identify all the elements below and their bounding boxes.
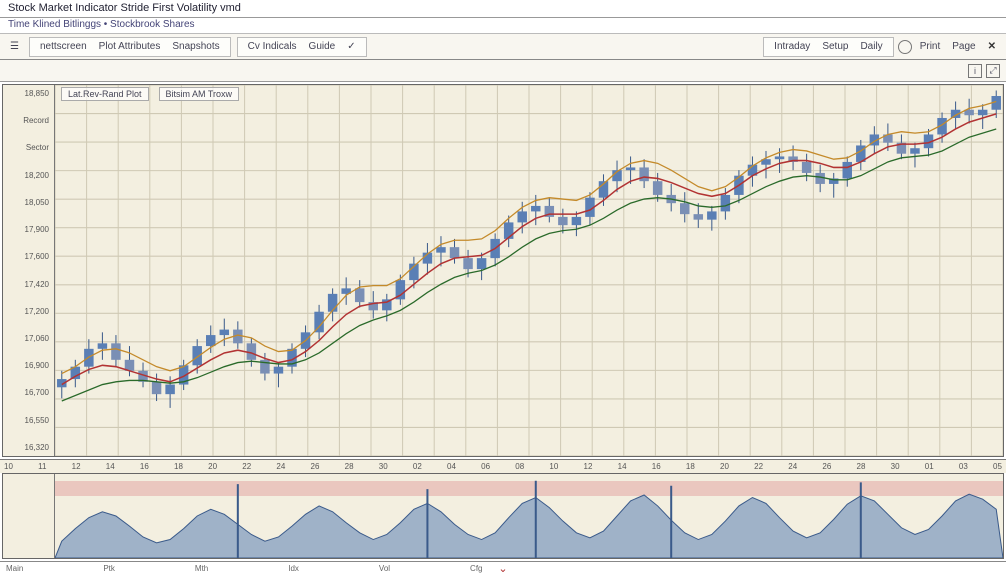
x-tick-label: 05 [993,462,1002,471]
x-tick-label: 10 [4,462,13,471]
app-window: Stock Market Indicator Stride First Vola… [0,0,1006,575]
y-tick-label: 16,320 [5,443,52,452]
x-tick-label: 20 [720,462,729,471]
x-tick-label: 20 [208,462,217,471]
x-tick-label: 24 [788,462,797,471]
x-tick-label: 24 [276,462,285,471]
footer-vol[interactable]: Vol [379,564,390,573]
y-tick-label: 17,200 [5,307,52,316]
x-tick-label: 01 [925,462,934,471]
indicator-yaxis [3,474,55,558]
indicator-plot[interactable] [55,474,1003,558]
plot-header: Lat.Rev-Rand Plot Bitsim AM Troxw [61,87,239,101]
tb-guide[interactable]: Guide [305,40,340,53]
x-tick-label: 28 [857,462,866,471]
y-axis: 18,850 Record Sector 18,200 18,050 17,900 17,6… [3,85,55,456]
footer-mth[interactable]: Mth [195,564,208,573]
y-tick-label: Record [5,116,52,125]
close-icon[interactable]: ✕ [984,41,1000,52]
candlestick-svg [55,85,1003,456]
x-tick-label: 18 [686,462,695,471]
sub-toolbar: i ⤢ [0,60,1006,82]
status-bar: Main Ptk Mth Idx Vol Cfg ⌄ [0,561,1006,575]
x-tick-label: 16 [140,462,149,471]
toolbar-group-timeframe: Intraday Setup Daily [763,37,894,57]
y-tick-label: 18,200 [5,171,52,180]
y-tick-label: 17,420 [5,280,52,289]
plot-region[interactable]: Lat.Rev-Rand Plot Bitsim AM Troxw [55,85,1003,456]
info-icon[interactable]: i [968,64,982,78]
x-tick-label: 12 [584,462,593,471]
x-tick-label: 12 [72,462,81,471]
tb-setup[interactable]: Setup [818,40,852,53]
tb-check[interactable]: ✓ [343,40,359,53]
plot-label-2: Bitsim AM Troxw [159,87,240,101]
tb-daily[interactable]: Daily [856,40,886,53]
caret-icon: ⌄ [498,562,507,575]
toolbar-right: Intraday Setup Daily Print Page ✕ [763,37,1000,57]
x-tick-label: 03 [959,462,968,471]
x-tick-label: 14 [106,462,115,471]
x-tick-label: 11 [38,462,46,471]
footer-ptk[interactable]: Ptk [103,564,115,573]
print-button[interactable]: Print [916,40,945,53]
footer-idx[interactable]: Idx [288,564,299,573]
tb-indicals[interactable]: Cv Indicals [244,40,301,53]
toolbar-group-indicators: Cv Indicals Guide ✓ [237,37,367,57]
y-tick-label: 18,850 [5,89,52,98]
footer-main[interactable]: Main [6,564,23,573]
x-tick-label: 10 [549,462,558,471]
y-tick-label: Sector [5,143,52,152]
tb-nettscreen[interactable]: nettscreen [36,40,91,53]
x-tick-label: 28 [345,462,354,471]
y-tick-label: 16,550 [5,416,52,425]
footer-cfg[interactable]: Cfg [470,564,482,573]
toolbar-group-view: nettscreen Plot Attributes Snapshots [29,37,231,57]
y-tick-label: 17,060 [5,334,52,343]
tb-intraday[interactable]: Intraday [770,40,814,53]
x-tick-label: 30 [891,462,900,471]
x-tick-label: 26 [822,462,831,471]
window-title: Stock Market Indicator Stride First Vola… [0,0,1006,18]
indicator-svg [55,474,1003,558]
page-button[interactable]: Page [948,40,979,53]
tb-plot-attrs[interactable]: Plot Attributes [95,40,165,53]
price-chart[interactable]: 18,850 Record Sector 18,200 18,050 17,900 17,6… [2,84,1004,457]
status-icon [898,40,912,54]
x-tick-label: 22 [242,462,251,471]
x-tick-label: 30 [379,462,388,471]
x-tick-label: 02 [413,462,422,471]
x-tick-label: 26 [311,462,320,471]
plot-label-1: Lat.Rev-Rand Plot [61,87,149,101]
x-tick-label: 08 [515,462,524,471]
menu-icon[interactable]: ☰ [6,40,23,53]
y-tick-label: 17,600 [5,252,52,261]
y-tick-label: 18,050 [5,198,52,207]
x-tick-label: 16 [652,462,661,471]
y-tick-label: 16,900 [5,361,52,370]
tb-snapshots[interactable]: Snapshots [168,40,223,53]
x-tick-label: 18 [174,462,183,471]
x-tick-label: 14 [618,462,627,471]
window-subtitle: Time Klined Bitlinggs • Stockbrook Share… [0,18,1006,34]
y-tick-label: 17,900 [5,225,52,234]
x-axis: 10 11 12 14 16 18 20 22 24 26 28 30 02 04 06 08 10 12 14 16… [0,459,1006,473]
x-tick-label: 04 [447,462,456,471]
indicator-panel[interactable] [2,473,1004,559]
main-toolbar: ☰ nettscreen Plot Attributes Snapshots C… [0,34,1006,60]
x-tick-label: 22 [754,462,763,471]
expand-icon[interactable]: ⤢ [986,64,1000,78]
y-tick-label: 16,700 [5,388,52,397]
x-tick-label: 06 [481,462,490,471]
